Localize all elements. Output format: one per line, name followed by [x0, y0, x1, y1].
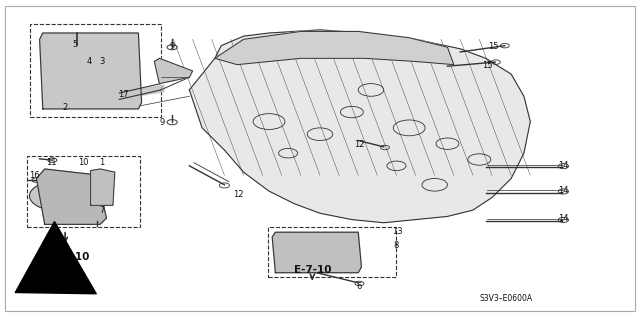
Text: 17: 17 [118, 90, 129, 99]
Text: S3V3–E0600A: S3V3–E0600A [479, 294, 532, 303]
Text: 4: 4 [86, 57, 92, 66]
Text: 11: 11 [46, 158, 56, 167]
Text: 3: 3 [99, 57, 105, 66]
Text: 15: 15 [482, 61, 492, 70]
Text: 14: 14 [558, 161, 569, 170]
Text: 9: 9 [159, 118, 164, 127]
Circle shape [29, 181, 91, 211]
Text: 7: 7 [99, 206, 105, 215]
Text: 14: 14 [558, 214, 569, 223]
Polygon shape [272, 232, 362, 273]
Text: 9: 9 [170, 42, 175, 51]
Polygon shape [154, 58, 193, 84]
Text: 15: 15 [488, 42, 499, 51]
Circle shape [76, 46, 124, 70]
Polygon shape [36, 169, 106, 224]
Text: 8: 8 [394, 241, 399, 250]
Text: 2: 2 [63, 103, 68, 112]
Text: 1: 1 [99, 158, 105, 167]
Polygon shape [40, 33, 141, 109]
Polygon shape [215, 32, 454, 65]
Text: 6: 6 [357, 282, 362, 291]
Text: 12: 12 [355, 140, 365, 149]
Text: 16: 16 [29, 171, 40, 180]
Text: 5: 5 [72, 40, 77, 48]
Polygon shape [189, 30, 531, 223]
Text: 10: 10 [77, 158, 88, 167]
Text: E-6-10: E-6-10 [52, 252, 89, 262]
Circle shape [282, 245, 320, 264]
Text: E-7-10: E-7-10 [294, 264, 331, 275]
Text: FR.: FR. [20, 283, 36, 293]
Polygon shape [91, 169, 115, 205]
Polygon shape [119, 85, 164, 100]
Text: 12: 12 [233, 190, 244, 199]
Text: 14: 14 [558, 186, 569, 195]
Text: 13: 13 [392, 227, 403, 236]
